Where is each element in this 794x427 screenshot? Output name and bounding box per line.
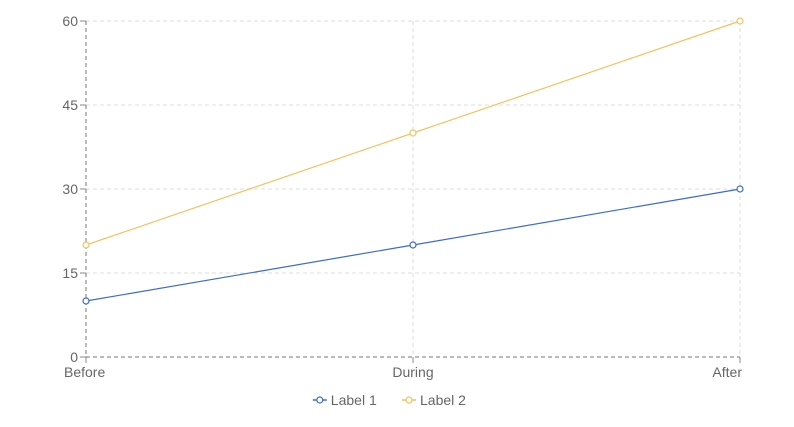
legend-label: Label 1: [331, 392, 377, 408]
legend-item-1[interactable]: Label 1: [312, 392, 377, 408]
y-tick-label: 0: [70, 349, 78, 365]
legend-item-2[interactable]: Label 2: [402, 392, 466, 408]
axes: 0 15 30 45 60 Before During After: [62, 13, 742, 380]
y-tick-label: 45: [62, 97, 78, 113]
data-point[interactable]: [82, 297, 90, 305]
data-point[interactable]: [736, 17, 744, 25]
legend-label: Label 2: [420, 392, 466, 408]
legend-swatch-marker: [405, 396, 413, 404]
data-point[interactable]: [409, 241, 417, 249]
x-tick-label: After: [712, 364, 742, 380]
y-tick-label: 30: [62, 181, 78, 197]
data-point[interactable]: [409, 129, 417, 137]
y-tick-label: 60: [62, 13, 78, 29]
data-point[interactable]: [736, 185, 744, 193]
y-tick-label: 15: [62, 265, 78, 281]
series-group: [82, 17, 744, 305]
legend-swatch-marker: [316, 396, 324, 404]
data-point[interactable]: [82, 241, 90, 249]
x-tick-label: Before: [64, 364, 105, 380]
legend: Label 1 Label 2: [312, 392, 466, 408]
x-tick-label: During: [392, 364, 433, 380]
grid: [85, 20, 741, 357]
